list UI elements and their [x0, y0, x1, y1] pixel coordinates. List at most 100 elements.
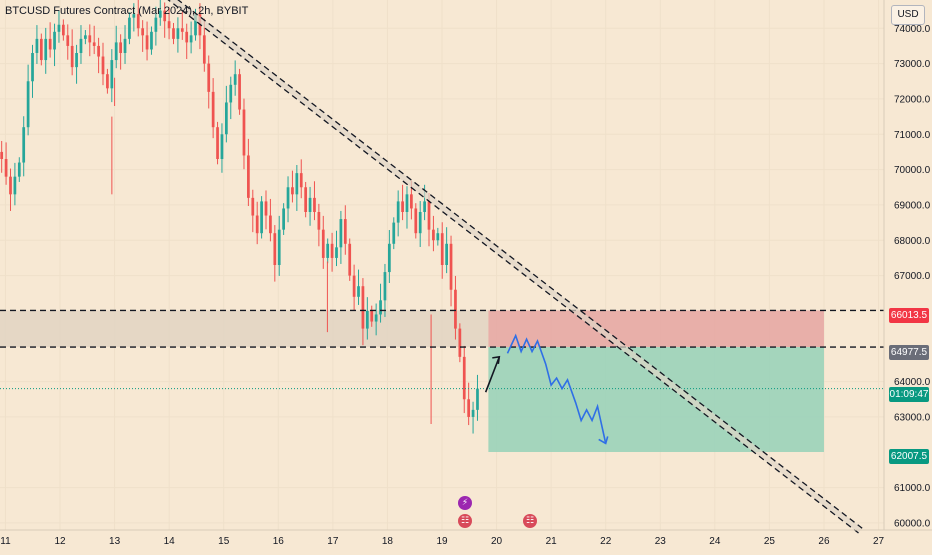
currency-button[interactable]: USD: [891, 5, 925, 25]
time-tick-label: 15: [218, 536, 230, 547]
take-profit-zone: [488, 347, 824, 453]
candle-body: [379, 300, 382, 315]
trendline-upper[interactable]: [169, 0, 863, 529]
price-tick-label: 68000.0: [894, 236, 931, 247]
candle-body: [114, 42, 118, 61]
candle-body: [242, 109, 246, 156]
candle-body: [401, 201, 404, 212]
candle-body: [295, 173, 299, 195]
price-tick-label: 74000.0: [894, 24, 931, 35]
candle-body: [445, 243, 448, 265]
candles: [0, 0, 479, 434]
candle-body: [317, 212, 321, 230]
candle-body: [158, 10, 162, 18]
candle-body: [282, 208, 285, 230]
candle-body: [79, 38, 83, 53]
time-tick-label: 24: [709, 536, 721, 547]
trendline-lower[interactable]: [165, 0, 859, 534]
candle-body: [374, 314, 378, 322]
time-tick-label: 17: [327, 536, 339, 547]
us-flag-icon[interactable]: ☷: [458, 514, 472, 528]
drawings[interactable]: [0, 0, 884, 534]
lightning-icon[interactable]: ⚡: [458, 496, 472, 510]
candle-body: [414, 208, 418, 234]
candle-body: [277, 229, 281, 265]
candle-body: [440, 233, 444, 265]
candle-body: [326, 243, 330, 258]
candle-body: [224, 102, 228, 135]
candle-body: [106, 74, 109, 89]
time-tick-label: 11: [0, 536, 11, 547]
candle-body: [220, 134, 224, 159]
support-zone: [0, 310, 489, 348]
candle-body: [454, 289, 457, 329]
candle-body: [57, 24, 61, 32]
candle-body: [449, 243, 453, 290]
candle-body: [92, 42, 96, 46]
candle-body: [405, 194, 409, 212]
candle-body: [427, 201, 431, 230]
candle-body: [101, 56, 105, 75]
symbol-title[interactable]: BTCUSD Futures Contract (Mar 2024), 2h, …: [5, 5, 249, 17]
price-tick-label: 60000.0: [894, 518, 931, 529]
candle-body: [132, 14, 136, 18]
stop-price-label: 66013.5: [889, 308, 929, 323]
zones: [0, 310, 824, 453]
candle-body: [370, 310, 374, 322]
time-axis[interactable]: 11 12 13 14 15 16 17 18 19 20 21 22 23 24 25 26 27: [0, 536, 884, 547]
us-flag-icon-2[interactable]: ☷: [523, 514, 537, 528]
candle-body: [269, 215, 272, 234]
candle-body: [387, 243, 391, 273]
candle-body: [22, 127, 26, 163]
candle-body: [343, 219, 347, 244]
candle-body: [70, 45, 74, 68]
candle-body: [128, 17, 131, 39]
candle-body: [53, 31, 56, 50]
candle-body: [365, 310, 369, 329]
candle-body: [48, 38, 52, 50]
bounce-arrow[interactable]: [484, 356, 501, 393]
time-tick-label: 18: [382, 536, 394, 547]
candle-body: [211, 91, 215, 128]
candle-body: [339, 219, 343, 248]
candle-body: [17, 162, 21, 177]
candle-body: [229, 84, 233, 103]
candle-body: [308, 197, 312, 212]
candle-body: [396, 201, 400, 223]
candle-body: [418, 212, 422, 234]
bounce-arrow-head: [492, 355, 501, 364]
candle-body: [4, 159, 8, 177]
candle-body: [176, 28, 180, 39]
price-tick-label: 69000.0: [894, 200, 931, 211]
candle-body: [313, 197, 316, 212]
candle-body: [436, 233, 440, 241]
candle-body: [291, 187, 294, 195]
candle-body: [471, 409, 475, 417]
price-axis[interactable]: 74000.0 73000.0 72000.0 71000.0 70000.0 69000…: [894, 24, 931, 530]
candle-body: [9, 176, 12, 195]
projection-arrow-head: [598, 436, 609, 445]
candle-body: [299, 173, 303, 188]
candle-body: [180, 28, 184, 32]
candle-body: [13, 176, 17, 195]
time-tick-label: 19: [436, 536, 448, 547]
time-tick-label: 20: [491, 536, 503, 547]
candle-body: [31, 53, 34, 82]
projection-path[interactable]: [506, 333, 607, 444]
time-tick-label: 23: [655, 536, 667, 547]
candle-body: [335, 247, 338, 258]
candle-body: [233, 74, 237, 85]
candle-body: [97, 45, 100, 57]
candle-body: [0, 151, 4, 159]
price-tick-label: 63000.0: [894, 412, 931, 423]
candle-body: [462, 356, 466, 400]
candle-body: [145, 35, 149, 50]
candle-body: [476, 388, 479, 410]
candle-body: [423, 201, 426, 212]
candle-body: [330, 243, 334, 258]
candle-body: [361, 286, 365, 329]
candle-body: [136, 14, 140, 29]
